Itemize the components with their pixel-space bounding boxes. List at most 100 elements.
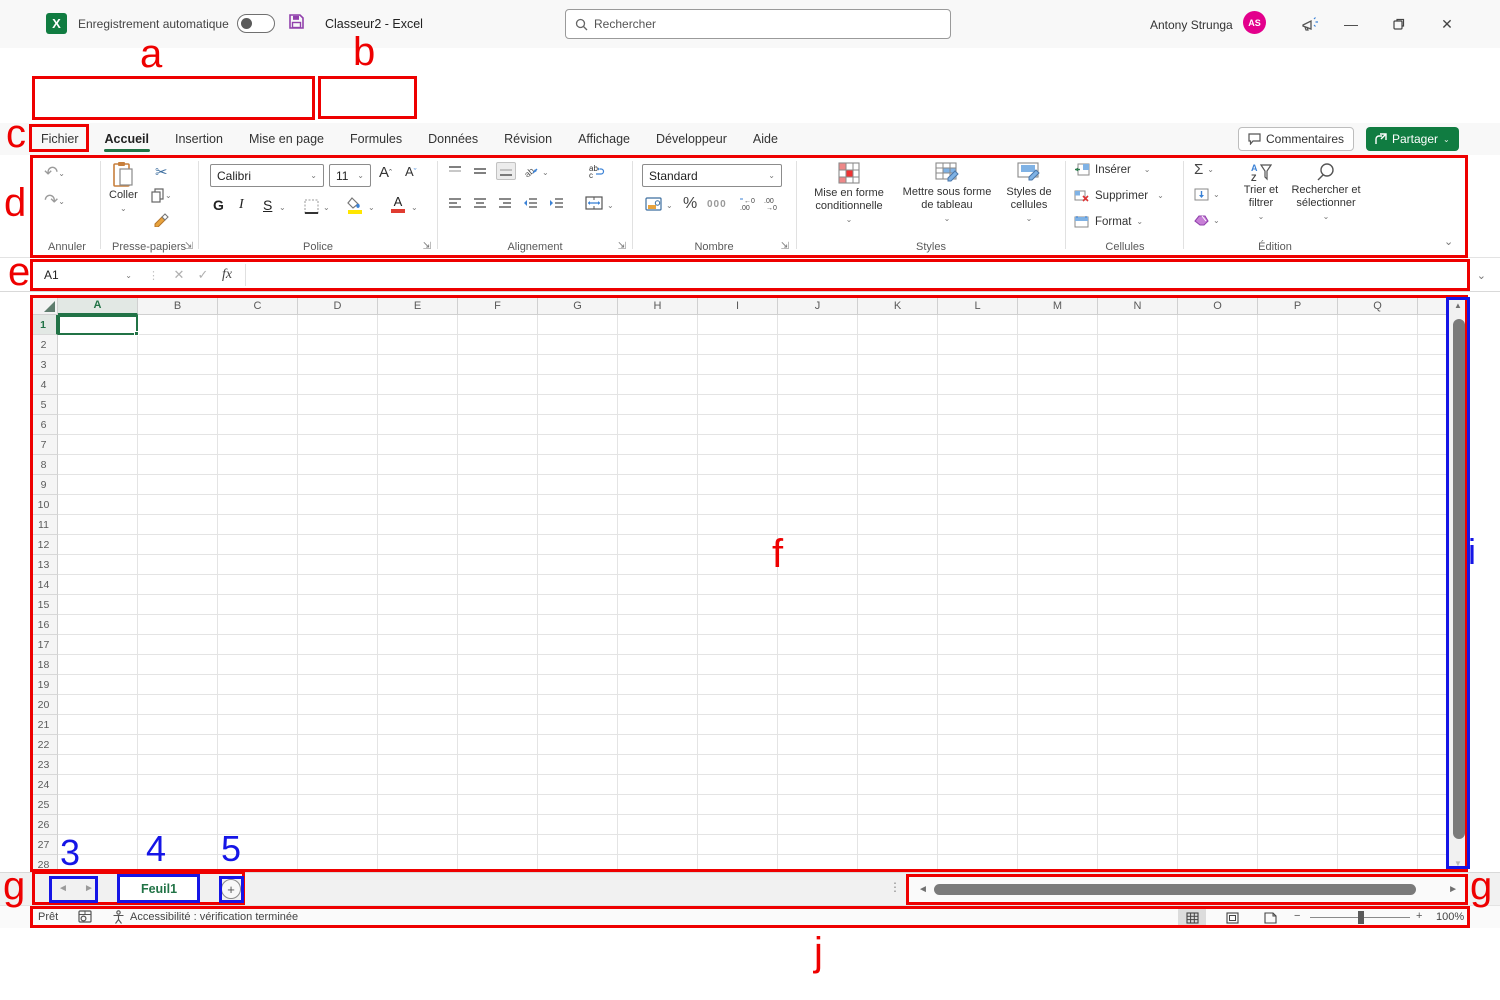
format-as-table-button[interactable]: Mettre sous forme de tableau ⌄ <box>897 162 997 225</box>
fill-button[interactable]: ⌄ <box>1194 188 1220 201</box>
row-header-12[interactable]: 12 <box>30 535 58 555</box>
dialog-launcher-icon[interactable]: ⇲ <box>780 241 789 252</box>
align-bottom-button[interactable] <box>496 162 516 180</box>
percent-button[interactable]: % <box>683 195 698 212</box>
minimize-button[interactable]: — <box>1344 16 1358 32</box>
next-sheet-arrow[interactable]: ► <box>84 883 94 894</box>
undo-button[interactable]: ↶ ⌄ <box>44 163 65 182</box>
dialog-launcher-icon[interactable]: ⇲ <box>617 241 626 252</box>
accessibility-status[interactable]: Accessibilité : vérification terminée <box>130 911 299 923</box>
dialog-launcher-icon[interactable]: ⇲ <box>422 241 431 252</box>
column-header-K[interactable]: K <box>858 297 938 315</box>
row-header-4[interactable]: 4 <box>30 375 58 395</box>
comments-button[interactable]: Commentaires <box>1238 127 1355 151</box>
row-header-17[interactable]: 17 <box>30 635 58 655</box>
conditional-formatting-button[interactable]: Mise en forme conditionnelle ⌄ <box>801 162 897 226</box>
chevron-down-icon[interactable]: ⌄ <box>411 203 418 212</box>
row-header-3[interactable]: 3 <box>30 355 58 375</box>
row-header-8[interactable]: 8 <box>30 455 58 475</box>
row-header-20[interactable]: 20 <box>30 695 58 715</box>
find-select-button[interactable]: Rechercher et sélectionner ⌄ <box>1290 162 1362 223</box>
column-header-H[interactable]: H <box>618 297 698 315</box>
align-top-button[interactable] <box>448 165 462 177</box>
selected-cell-a1[interactable] <box>58 315 139 336</box>
borders-button[interactable] <box>304 199 319 214</box>
delete-button[interactable]: Supprimer ⌄ <box>1074 189 1164 202</box>
row-header-27[interactable]: 27 <box>30 835 58 855</box>
row-header-10[interactable]: 10 <box>30 495 58 515</box>
tab-developpeur[interactable]: Développeur <box>655 132 727 146</box>
save-icon[interactable] <box>288 13 305 30</box>
tab-mise-en-page[interactable]: Mise en page <box>248 132 324 146</box>
search-input[interactable]: Rechercher <box>565 9 951 39</box>
chevron-down-icon[interactable]: ⌄ <box>279 203 286 212</box>
italic-button[interactable]: I <box>239 197 244 212</box>
scroll-left-arrow-icon[interactable]: ◄ <box>918 884 928 895</box>
underline-button[interactable]: S <box>263 197 273 213</box>
expand-formula-bar-chevron[interactable]: ⌄ <box>1476 269 1486 282</box>
orientation-button[interactable]: ab <box>524 163 539 177</box>
column-header-C[interactable]: C <box>218 297 298 315</box>
select-all-button[interactable] <box>30 297 58 315</box>
increase-decimal-button[interactable]: ←0.00 <box>739 196 755 211</box>
share-button[interactable]: Partager ⌄ <box>1366 127 1459 151</box>
font-name-select[interactable]: Calibri ⌄ <box>210 164 324 187</box>
font-color-button[interactable]: A <box>391 195 405 213</box>
column-header-E[interactable]: E <box>378 297 458 315</box>
cell-styles-button[interactable]: Styles de cellules ⌄ <box>997 162 1061 225</box>
scroll-down-arrow-icon[interactable]: ▼ <box>1454 859 1462 868</box>
view-normal-button[interactable] <box>1178 909 1206 926</box>
decrease-indent-button[interactable] <box>523 197 538 209</box>
row-header-15[interactable]: 15 <box>30 595 58 615</box>
column-header-D[interactable]: D <box>298 297 378 315</box>
row-header-1[interactable]: 1 <box>30 315 58 335</box>
copy-button[interactable]: ⌄ <box>151 188 172 203</box>
macro-record-icon[interactable] <box>78 910 92 923</box>
number-format-select[interactable]: Standard ⌄ <box>642 164 782 187</box>
enter-button[interactable]: ✓ <box>197 267 209 282</box>
tab-revision[interactable]: Révision <box>504 132 553 146</box>
prev-sheet-arrow[interactable]: ◄ <box>58 883 68 894</box>
vertical-scrollbar-thumb[interactable] <box>1453 319 1465 839</box>
row-header-26[interactable]: 26 <box>30 815 58 835</box>
autosum-button[interactable]: Σ ⌄ <box>1194 161 1214 178</box>
fill-color-button[interactable] <box>347 197 363 214</box>
row-header-11[interactable]: 11 <box>30 515 58 535</box>
accessibility-icon[interactable] <box>112 910 125 924</box>
tab-formules[interactable]: Formules <box>350 132 403 146</box>
row-header-16[interactable]: 16 <box>30 615 58 635</box>
accounting-format-button[interactable] <box>645 197 662 211</box>
new-sheet-button[interactable]: + <box>221 879 241 899</box>
cut-button[interactable]: ✂ <box>155 163 168 181</box>
scroll-right-arrow-icon[interactable]: ► <box>1448 884 1458 895</box>
row-headers[interactable]: 1 2 3 4 5 6 7 8 9 10 11 12 13 14 15 16 17 18 19 20 21 22 23 24 2… <box>30 315 58 875</box>
name-box[interactable]: A1 ⌄ <box>36 263 140 287</box>
chevron-down-icon[interactable]: ⌄ <box>607 201 614 210</box>
tab-splitter-dots-icon[interactable]: ⋮ <box>889 880 901 894</box>
column-header-Q[interactable]: Q <box>1338 297 1418 315</box>
row-header-6[interactable]: 6 <box>30 415 58 435</box>
column-header-P[interactable]: P <box>1258 297 1338 315</box>
chevron-down-icon[interactable]: ⌄ <box>542 168 549 177</box>
insert-function-button[interactable]: fx <box>221 267 233 282</box>
row-header-7[interactable]: 7 <box>30 435 58 455</box>
view-page-layout-button[interactable] <box>1218 909 1246 926</box>
row-header-2[interactable]: 2 <box>30 335 58 355</box>
cancel-button[interactable]: ✕ <box>173 267 185 282</box>
thousands-button[interactable]: 000 <box>707 199 727 210</box>
tab-fichier[interactable]: Fichier <box>41 132 79 146</box>
row-header-24[interactable]: 24 <box>30 775 58 795</box>
row-header-9[interactable]: 9 <box>30 475 58 495</box>
zoom-slider-thumb[interactable] <box>1358 911 1364 924</box>
row-header-18[interactable]: 18 <box>30 655 58 675</box>
zoom-in-button[interactable]: + <box>1416 910 1423 922</box>
vertical-scrollbar[interactable]: ▲ ▼ <box>1448 297 1468 872</box>
dialog-launcher-icon[interactable]: ⇲ <box>184 241 193 252</box>
view-page-break-button[interactable] <box>1256 909 1284 926</box>
format-button[interactable]: Format ⌄ <box>1074 215 1143 228</box>
scroll-up-arrow-icon[interactable]: ▲ <box>1454 301 1462 310</box>
row-header-13[interactable]: 13 <box>30 555 58 575</box>
